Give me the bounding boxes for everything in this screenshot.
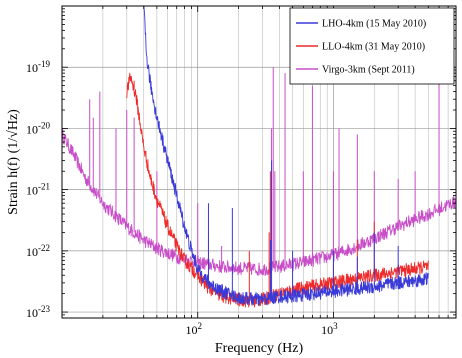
plot-area [62, 6, 456, 308]
y-tick-label: 10-21 [26, 182, 50, 198]
legend-entry: LLO-4km (31 May 2010) [322, 42, 425, 53]
plot-frame [61, 5, 457, 319]
y-tick-label: 10-23 [26, 304, 50, 320]
legend-entry: LHO-4km (15 May 2010) [322, 19, 426, 30]
y-tick-label: 10-19 [26, 59, 50, 75]
x-tick-exponent: 2 [197, 321, 202, 331]
y-tick-exponent: -23 [38, 304, 50, 314]
legend-entry: Virgo-3km (Sept 2011) [322, 65, 415, 76]
y-tick-base: 10 [26, 122, 38, 136]
series-group [62, 6, 456, 308]
y-tick-base: 10 [26, 61, 38, 75]
y-tick-exponent: -19 [38, 59, 50, 69]
series-line-0 [143, 6, 429, 306]
y-tick-base: 10 [26, 184, 38, 198]
series-line-2 [62, 129, 456, 277]
x-tick-label: 103 [321, 321, 338, 337]
y-tick-base: 10 [26, 306, 38, 320]
y-tick-exponent: -22 [38, 243, 50, 253]
legend: LHO-4km (15 May 2010) LLO-4km (31 May 201… [289, 7, 455, 85]
y-tick-exponent: -20 [38, 120, 50, 130]
x-tick-base: 10 [185, 323, 197, 337]
x-tick-exponent: 3 [333, 321, 338, 331]
y-axis-label: Strain h(f) (1/√Hz) [6, 109, 21, 215]
x-tick-label: 102 [185, 321, 202, 337]
x-axis-label: Frequency (Hz) [215, 341, 304, 356]
y-tick-base: 10 [26, 245, 38, 259]
y-tick-exponent: -21 [38, 182, 50, 192]
y-tick-label: 10-20 [26, 120, 50, 136]
y-tick-label: 10-22 [26, 243, 50, 259]
x-tick-base: 10 [321, 323, 333, 337]
